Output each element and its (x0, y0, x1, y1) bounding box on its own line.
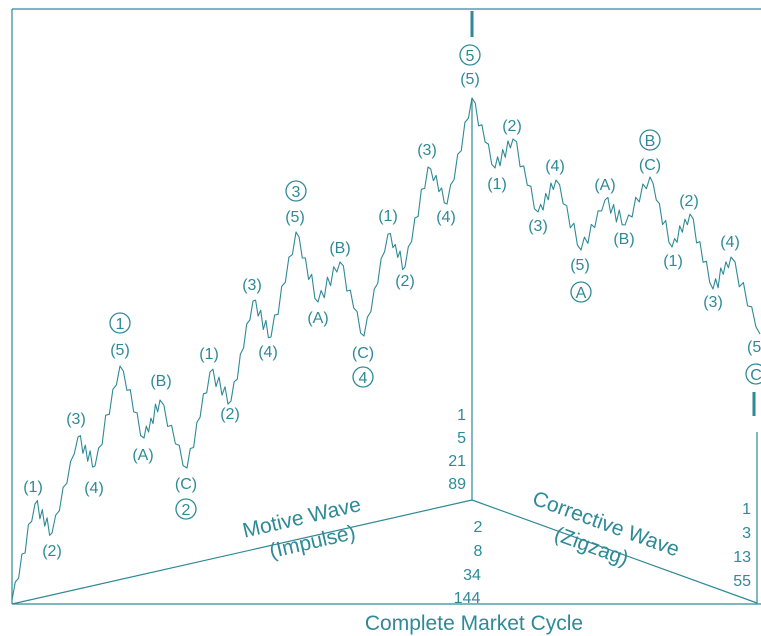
circled-wave-4: 4 (352, 366, 374, 388)
label-wa-5: (5) (570, 257, 590, 274)
complete-market-cycle-caption: Complete Market Cycle (365, 612, 583, 635)
circled-wave-b: B (639, 129, 661, 151)
label-wa-2: (2) (502, 118, 522, 135)
impulse-wave-labels: (1) (2) (3) (4) (5) (A) (B) (C) (1) (2) … (23, 71, 480, 560)
corrective-wave-caption: Corrective Wave (Zigzag) (529, 487, 682, 571)
label-w3-3: (3) (242, 277, 262, 294)
svg-text:2: 2 (182, 502, 191, 519)
circled-wave-3: 3 (285, 180, 307, 202)
label-w5-1: (1) (378, 208, 398, 225)
wave-counts-right: 1 3 13 55 (733, 501, 751, 590)
wave-counts-upper-center: 1 5 21 89 (448, 407, 466, 493)
circled-wave-a: A (570, 281, 592, 303)
count-right-3: 55 (733, 573, 751, 590)
circled-wave-5: 5 (459, 44, 481, 66)
count-upper-2: 21 (448, 453, 466, 470)
label-w4-b: (B) (329, 240, 350, 257)
svg-text:C: C (750, 367, 761, 384)
circled-wave-2: 2 (175, 498, 197, 520)
corrective-diagonal (471, 499, 758, 604)
count-lower-2: 34 (463, 567, 481, 584)
label-w1-1: (1) (23, 479, 43, 496)
label-wc-1: (1) (663, 253, 683, 270)
label-w5-3: (3) (417, 142, 437, 159)
label-wa-1: (1) (487, 176, 507, 193)
label-wc-5: (5 (747, 339, 761, 356)
label-w3-1: (1) (199, 346, 219, 363)
svg-text:B: B (645, 133, 656, 150)
label-w3-4: (4) (258, 344, 278, 361)
label-w4-a: (A) (307, 310, 328, 327)
label-w3-2: (2) (220, 406, 240, 423)
count-right-2: 13 (733, 549, 751, 566)
label-wc-4: (4) (720, 234, 740, 251)
price-wave-path (11, 97, 761, 601)
label-w1-4: (4) (84, 480, 104, 497)
label-w4-c: (C) (352, 345, 374, 362)
count-upper-3: 89 (448, 476, 466, 493)
label-w2-a: (A) (132, 447, 153, 464)
label-wc-2: (2) (679, 193, 699, 210)
count-right-0: 1 (742, 501, 751, 518)
svg-text:1: 1 (116, 316, 125, 333)
label-wb-c: (C) (639, 157, 661, 174)
count-upper-1: 5 (457, 430, 466, 447)
motive-diagonal (11, 499, 473, 605)
count-lower-3: 144 (454, 590, 481, 607)
label-wa-3: (3) (528, 218, 548, 235)
circled-wave-labels: 1 2 3 4 5 A B C (109, 44, 761, 520)
svg-text:3: 3 (292, 184, 301, 201)
circled-wave-1: 1 (109, 312, 131, 334)
label-w1-3: (3) (66, 411, 86, 428)
svg-text:A: A (576, 285, 587, 302)
label-wc-3: (3) (703, 294, 723, 311)
label-w3-5: (5) (285, 209, 305, 226)
label-w5-4: (4) (436, 209, 456, 226)
count-right-1: 3 (742, 525, 751, 542)
circled-wave-c: C (745, 363, 761, 385)
label-w2-b: (B) (150, 373, 171, 390)
label-wb-b: (B) (613, 231, 634, 248)
label-w1-5: (5) (110, 342, 130, 359)
wave-counts-lower-center: 2 8 34 144 (454, 519, 483, 607)
count-upper-0: 1 (457, 407, 466, 424)
count-lower-1: 8 (474, 543, 483, 560)
label-w2-c: (C) (175, 476, 197, 493)
label-wb-a: (A) (594, 177, 615, 194)
svg-text:5: 5 (466, 48, 475, 65)
corrective-wave-labels: (1) (2) (3) (4) (5) (A) (B) (C) (1) (2) … (487, 118, 761, 356)
label-wa-4: (4) (545, 158, 565, 175)
motive-wave-caption: Motive Wave (Impulse) (240, 493, 363, 563)
label-w1-2: (2) (42, 543, 62, 560)
label-w5-2: (2) (395, 273, 415, 290)
count-lower-0: 2 (474, 519, 483, 536)
svg-text:4: 4 (359, 370, 368, 387)
label-w5-5: (5) (460, 71, 480, 88)
